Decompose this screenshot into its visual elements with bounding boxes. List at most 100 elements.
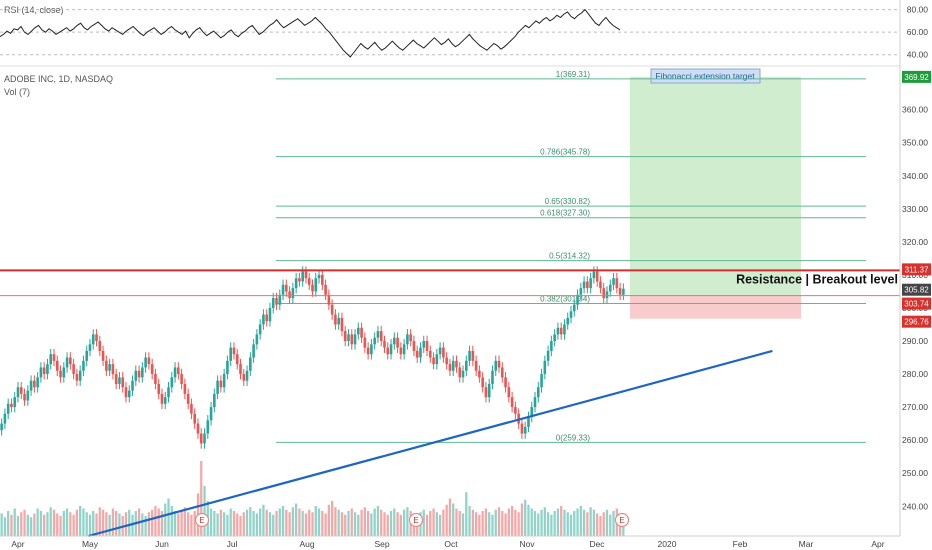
- volume-bar: [170, 506, 173, 536]
- candle: [19, 381, 23, 400]
- svg-text:E: E: [413, 516, 418, 525]
- volume-bar: [79, 506, 82, 536]
- price-tick-label: 280.00: [902, 369, 928, 379]
- fibonacci-levels: 1(369.31) 0.786(345.78) 0.65(330.82) 0.618(…: [276, 70, 866, 443]
- candle: [226, 355, 229, 380]
- time-tick-label: 2020: [658, 539, 677, 549]
- candle: [62, 362, 66, 383]
- candle: [317, 269, 321, 284]
- svg-text:303.74: 303.74: [904, 300, 929, 309]
- volume-bar: [471, 509, 474, 536]
- volume-bar: [576, 508, 579, 536]
- volume-bar: [118, 513, 121, 536]
- volume-bar: [26, 514, 29, 536]
- volume-bar: [226, 514, 229, 536]
- volume-bar: [540, 509, 543, 536]
- candle: [622, 283, 625, 301]
- volume-bar: [36, 508, 39, 536]
- volume-bar: [537, 513, 540, 536]
- price-tick-label: 360.00: [902, 105, 928, 115]
- rsi-level-label: 80.00: [907, 5, 929, 15]
- svg-text:E: E: [619, 516, 624, 525]
- time-tick-label: Feb: [733, 539, 748, 549]
- volume-bar: [252, 511, 255, 536]
- volume-bars: [0, 461, 625, 536]
- volume-bar: [455, 508, 458, 536]
- volume-bar: [16, 516, 20, 536]
- volume-bar: [586, 512, 589, 536]
- earnings-marker[interactable]: E: [614, 512, 630, 528]
- volume-bar: [29, 517, 33, 536]
- candle: [199, 428, 203, 449]
- candle: [170, 372, 174, 393]
- candle: [487, 378, 491, 403]
- volume-bar: [285, 509, 288, 536]
- volume-bar: [209, 508, 213, 536]
- candle: [65, 352, 69, 373]
- volume-bar: [311, 512, 314, 536]
- volume-bar: [337, 509, 340, 536]
- time-tick-label: Sep: [374, 539, 389, 549]
- time-tick-label: Dec: [589, 539, 605, 549]
- volume-bar: [370, 513, 373, 536]
- volume-bar: [556, 508, 560, 536]
- candle: [147, 352, 151, 370]
- volume-bar: [88, 514, 92, 536]
- volume-bar: [177, 513, 180, 536]
- volume-bar: [95, 513, 98, 536]
- volume-bar: [546, 512, 550, 536]
- volume-bar: [393, 508, 396, 536]
- candle: [121, 372, 125, 393]
- price-tag: 296.76: [902, 315, 931, 328]
- price-tick-label: 320.00: [902, 237, 928, 247]
- candle: [0, 418, 3, 436]
- candle: [190, 398, 193, 420]
- candle: [118, 372, 121, 390]
- volume-bar: [344, 514, 347, 536]
- volume-bar: [46, 512, 49, 536]
- candle: [589, 272, 592, 294]
- volume-bar: [376, 506, 380, 536]
- candle: [157, 378, 161, 400]
- volume-bar: [438, 514, 442, 536]
- volume-bar: [327, 504, 330, 536]
- candle: [510, 391, 514, 413]
- candle: [163, 391, 167, 410]
- candle: [271, 292, 275, 314]
- candle: [569, 305, 573, 324]
- time-tick-label: May: [82, 539, 99, 549]
- volume-bar: [402, 509, 406, 536]
- earnings-marker[interactable]: E: [194, 512, 210, 528]
- volume-bar: [151, 509, 154, 536]
- price-tag: 303.74: [902, 297, 931, 310]
- volume-bar: [141, 513, 144, 536]
- volume-bar: [445, 504, 448, 536]
- volume-bar: [85, 512, 88, 536]
- price-tick-label: 340.00: [902, 171, 928, 181]
- volume-bar: [380, 509, 383, 536]
- candle: [464, 355, 468, 377]
- price-tick-label: 250.00: [902, 468, 928, 478]
- candle: [334, 309, 337, 330]
- volume-bar: [52, 509, 56, 536]
- candle: [59, 365, 62, 383]
- candle: [576, 289, 579, 310]
- candle: [29, 375, 33, 396]
- candle: [101, 345, 105, 367]
- candle: [183, 378, 187, 400]
- candle: [98, 335, 102, 357]
- volume-bar: [386, 514, 389, 536]
- volume-bar: [268, 512, 272, 536]
- candle: [134, 365, 138, 386]
- candle: [402, 339, 406, 360]
- volume-bar: [510, 506, 514, 536]
- candle: [26, 385, 30, 406]
- volume-bar: [108, 514, 111, 536]
- volume-bar: [278, 508, 281, 536]
- earnings-marker[interactable]: E: [408, 512, 424, 528]
- volume-bar: [3, 517, 7, 536]
- candle: [252, 339, 255, 363]
- volume-bar: [232, 511, 236, 536]
